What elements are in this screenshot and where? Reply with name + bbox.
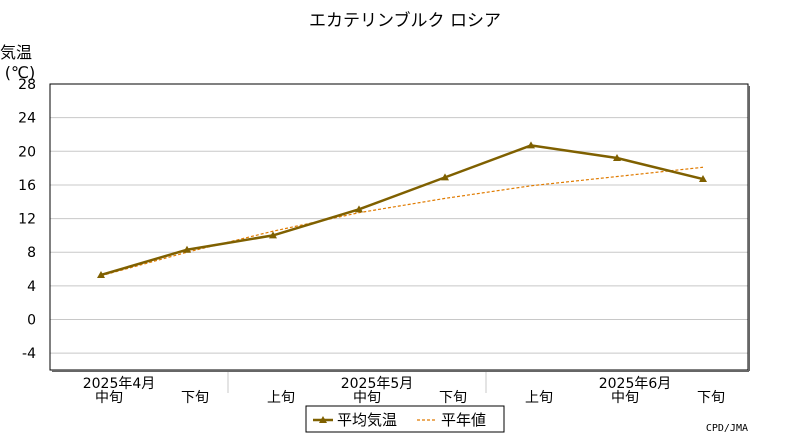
y-tick-label: -4 <box>22 346 36 362</box>
y-tick-label: 0 <box>27 313 36 329</box>
data-point-average <box>441 173 449 181</box>
y-tick-label: 8 <box>27 245 36 261</box>
y-tick-labels: -4 0 4 8 12 16 20 24 28 <box>18 77 36 362</box>
data-point-average <box>97 270 105 278</box>
y-tick-label: 4 <box>27 279 36 295</box>
x-category-labels: 中旬 下旬 上旬 中旬 下旬 上旬 中旬 下旬 2025年4月 2025年5月 2025年6月 <box>83 371 725 406</box>
y-axis-label-line2: (℃) <box>5 63 35 82</box>
data-point-average <box>355 205 363 213</box>
legend-box <box>305 405 505 433</box>
legend-label-normal: 平年値 <box>441 411 486 429</box>
y-axis-label-line1: 気温 <box>0 43 32 62</box>
x-category-label: 下旬 <box>439 390 467 406</box>
data-point-average <box>699 175 707 183</box>
x-category-label: 下旬 <box>181 390 209 406</box>
series-line-normal <box>100 166 704 277</box>
series-layer <box>97 141 707 278</box>
x-month-label: 2025年5月 <box>341 376 414 392</box>
y-tick-label: 20 <box>18 144 36 160</box>
y-tick-label: 28 <box>18 77 36 93</box>
chart-title: エカテリンブルク ロシア <box>309 10 501 31</box>
x-category-label: 上旬 <box>525 390 553 406</box>
credit: CPD/JMA <box>706 423 748 434</box>
data-point-average <box>269 231 277 239</box>
y-tick-label: 12 <box>18 212 36 228</box>
legend-marker-average <box>319 416 327 423</box>
data-point-average <box>527 141 535 149</box>
x-category-label: 中旬 <box>95 390 123 406</box>
legend-label-average: 平均気温 <box>337 411 397 429</box>
plot-frame <box>49 83 749 371</box>
y-tick-label: 24 <box>18 111 36 127</box>
x-category-label: 中旬 <box>353 390 381 406</box>
x-month-label: 2025年4月 <box>83 376 156 392</box>
x-month-label: 2025年6月 <box>599 376 672 392</box>
data-point-average <box>183 245 191 253</box>
data-point-average <box>613 154 621 162</box>
legend: 平均気温 平年値 <box>305 405 505 433</box>
series-line-average <box>100 144 704 277</box>
x-category-label: 下旬 <box>697 390 725 406</box>
grid-lines <box>50 83 748 354</box>
x-category-label: 中旬 <box>611 390 639 406</box>
x-category-label: 上旬 <box>267 390 295 406</box>
y-tick-label: 16 <box>18 178 36 194</box>
